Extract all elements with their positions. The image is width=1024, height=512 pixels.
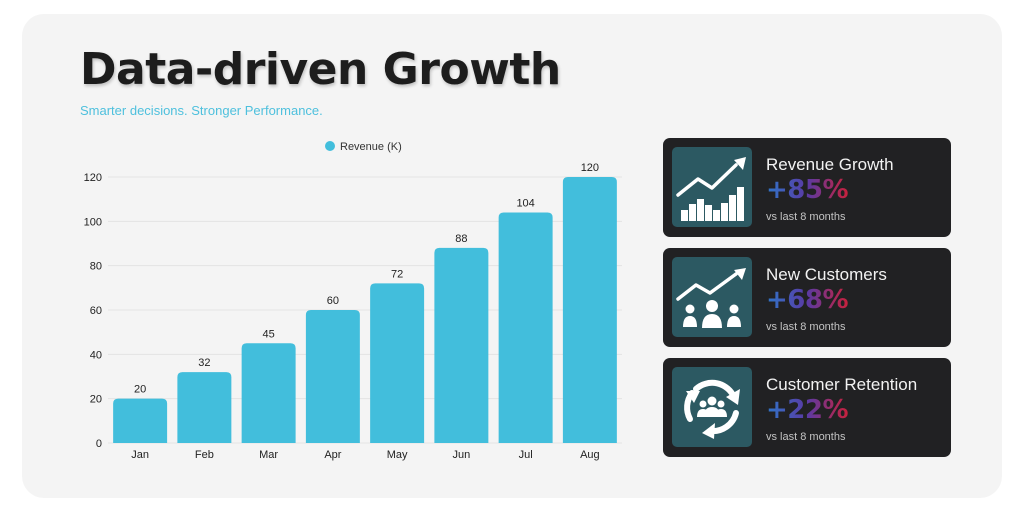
legend-label: Revenue (K)	[340, 141, 402, 153]
bar-jul	[498, 212, 553, 443]
card-note: vs last 8 months	[766, 211, 846, 223]
bar-value-label: 88	[455, 233, 467, 245]
card-value: +85%	[766, 175, 849, 205]
bar-value-label: 45	[263, 328, 275, 340]
retention-cycle-icon	[672, 367, 752, 447]
bar-value-label: 72	[391, 268, 403, 280]
legend-swatch	[325, 141, 335, 151]
x-tick-label: Jun	[453, 449, 471, 461]
revenue-bar-chart: 0 20 40 60 80 100 120 Revenue (K) 20 Jan 32 Feb 45 Ma…	[84, 141, 622, 461]
y-tick-label: 80	[90, 261, 102, 273]
bar-value-label: 32	[198, 357, 210, 369]
x-tick-label: Jul	[519, 449, 533, 461]
x-tick-label: May	[387, 449, 408, 461]
x-tick-label: Mar	[259, 449, 278, 461]
y-tick-label: 60	[90, 305, 102, 317]
bar-jun	[434, 247, 489, 443]
bar-feb	[177, 372, 232, 443]
revenue-growth-card: Revenue Growth +85% vs last 8 months	[663, 138, 951, 237]
bar-chart-trend-icon	[672, 147, 752, 227]
bar-may	[370, 283, 425, 443]
bar-value-label: 104	[516, 197, 534, 209]
page-subtitle: Smarter decisions. Stronger Performance.	[80, 103, 323, 118]
customer-retention-card: Customer Retention +22% vs last 8 months	[663, 358, 951, 457]
bar-mar	[241, 343, 296, 443]
card-title: Customer Retention	[766, 375, 918, 394]
card-note: vs last 8 months	[766, 431, 846, 443]
y-tick-label: 0	[96, 438, 102, 450]
people-trend-icon	[672, 257, 752, 337]
y-tick-label: 40	[90, 349, 102, 361]
page-title: Data-driven Growth	[80, 44, 561, 95]
bar-jan	[113, 398, 168, 443]
bar-value-label: 60	[327, 295, 339, 307]
bar-value-label: 20	[134, 384, 146, 396]
x-tick-label: Apr	[324, 449, 341, 461]
card-value: +22%	[766, 395, 849, 425]
card-title: New Customers	[766, 265, 887, 284]
bar-aug	[562, 177, 617, 443]
y-tick-label: 20	[90, 394, 102, 406]
card-title: Revenue Growth	[766, 155, 894, 174]
card-value: +68%	[766, 285, 849, 315]
bar-apr	[305, 310, 360, 443]
card-note: vs last 8 months	[766, 321, 846, 333]
x-tick-label: Jan	[131, 449, 149, 461]
y-tick-label: 100	[84, 216, 102, 228]
x-tick-label: Aug	[580, 449, 600, 461]
bar-value-label: 120	[581, 162, 599, 174]
x-tick-label: Feb	[195, 449, 214, 461]
new-customers-card: New Customers +68% vs last 8 months	[663, 248, 951, 347]
y-tick-label: 120	[84, 172, 102, 184]
